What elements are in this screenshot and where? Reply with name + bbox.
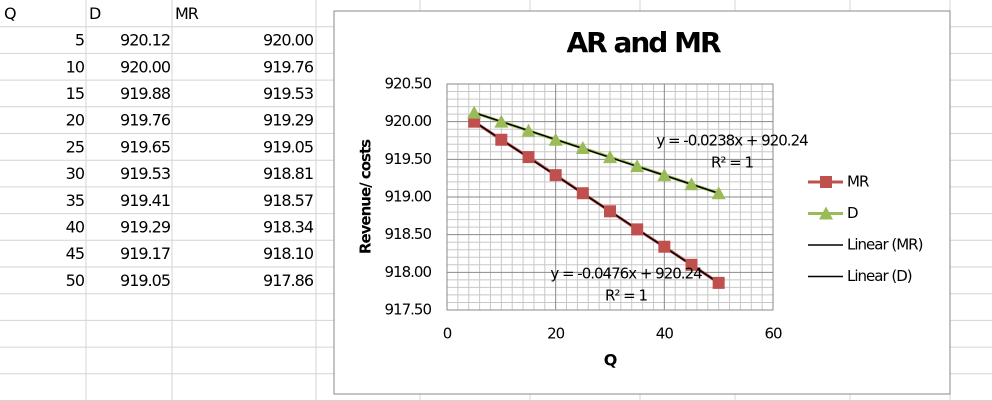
cell-text: 919.65 (120, 137, 170, 156)
column-header: D (89, 4, 101, 23)
legend-label: MR (847, 173, 869, 191)
y-tick-label: 918.50 (385, 225, 432, 243)
marker (684, 177, 699, 191)
cell-text: 918.34 (263, 217, 314, 236)
marker (604, 205, 616, 218)
marker (603, 150, 617, 164)
cell-text: 919.17 (120, 244, 170, 263)
y-tick-label: 920.00 (385, 112, 432, 130)
cell-text: 20 (66, 111, 85, 130)
cell-text: 919.76 (120, 111, 171, 130)
cell-text: 919.29 (263, 111, 314, 130)
marker (468, 115, 481, 128)
chart-title: AR and MR (566, 26, 720, 59)
legend-label: Linear (MR) (847, 236, 923, 254)
cell-text: 920.00 (120, 57, 171, 76)
cell-text: 918.81 (263, 164, 313, 183)
marker (495, 133, 508, 146)
marker (467, 105, 482, 119)
marker (712, 276, 725, 289)
cell-text: 919.53 (263, 84, 313, 103)
cell-text: 10 (66, 57, 85, 76)
cell-text: 50 (66, 271, 85, 290)
trendline-r2: R² = 1 (605, 287, 648, 305)
marker (521, 123, 536, 137)
marker (575, 141, 590, 155)
x-tick-label: 40 (656, 325, 674, 343)
cell-text: 919.05 (263, 137, 313, 156)
y-tick-label: 918.00 (385, 263, 432, 281)
marker (685, 258, 698, 271)
marker (630, 159, 645, 173)
cell-text: 25 (66, 137, 84, 156)
plot-border (446, 83, 774, 311)
x-axis-title: Q (604, 351, 617, 370)
y-tick-label: 919.00 (385, 188, 432, 206)
trendline-equation: y = -0.0476x + 920.24 (550, 265, 702, 283)
legend-marker (819, 206, 833, 220)
cell-text: 45 (66, 244, 84, 263)
legend-label: D (847, 204, 858, 222)
cell-text: 920.00 (263, 31, 314, 50)
column-header: Q (4, 4, 16, 23)
cell-text: 919.41 (120, 191, 170, 210)
column-header: MR (175, 4, 199, 23)
cell-text: 920.12 (120, 31, 170, 50)
cell-text: 918.10 (263, 244, 314, 263)
chart-frame (333, 10, 951, 395)
cell-text: 919.76 (263, 57, 314, 76)
marker (576, 187, 589, 200)
trendline-equation: y = -0.0238x + 920.24 (656, 132, 808, 150)
y-tick-label: 917.50 (385, 301, 432, 319)
x-tick-label: 0 (443, 325, 452, 343)
cell-text: 919.88 (120, 84, 171, 103)
y-tick-label: 919.50 (385, 150, 432, 168)
legend-label: Linear (D) (847, 267, 912, 285)
marker (657, 168, 672, 182)
cell-text: 918.57 (263, 191, 313, 210)
marker (549, 169, 562, 182)
trendline (473, 121, 720, 284)
cell-text: 919.29 (120, 217, 171, 236)
y-axis-title: Revenue/ costs (357, 139, 375, 254)
x-tick-label: 60 (764, 325, 782, 343)
marker (631, 223, 644, 236)
marker (494, 114, 509, 128)
cell-text: 15 (66, 84, 84, 103)
trendline-r2: R² = 1 (711, 154, 754, 172)
cell-text: 30 (66, 164, 85, 183)
cell-text: 919.53 (120, 164, 170, 183)
cell-text: 35 (66, 191, 84, 210)
marker (711, 186, 726, 200)
legend-marker (820, 176, 832, 188)
marker (522, 151, 535, 164)
trendline (473, 111, 719, 194)
cell-text: 919.05 (120, 271, 170, 290)
cell-text: 5 (75, 31, 84, 50)
cell-text: 40 (66, 217, 85, 236)
y-tick-label: 920.50 (385, 75, 432, 93)
marker (658, 240, 671, 253)
x-tick-label: 20 (547, 325, 565, 343)
marker (548, 132, 563, 146)
cell-text: 917.86 (263, 271, 314, 290)
